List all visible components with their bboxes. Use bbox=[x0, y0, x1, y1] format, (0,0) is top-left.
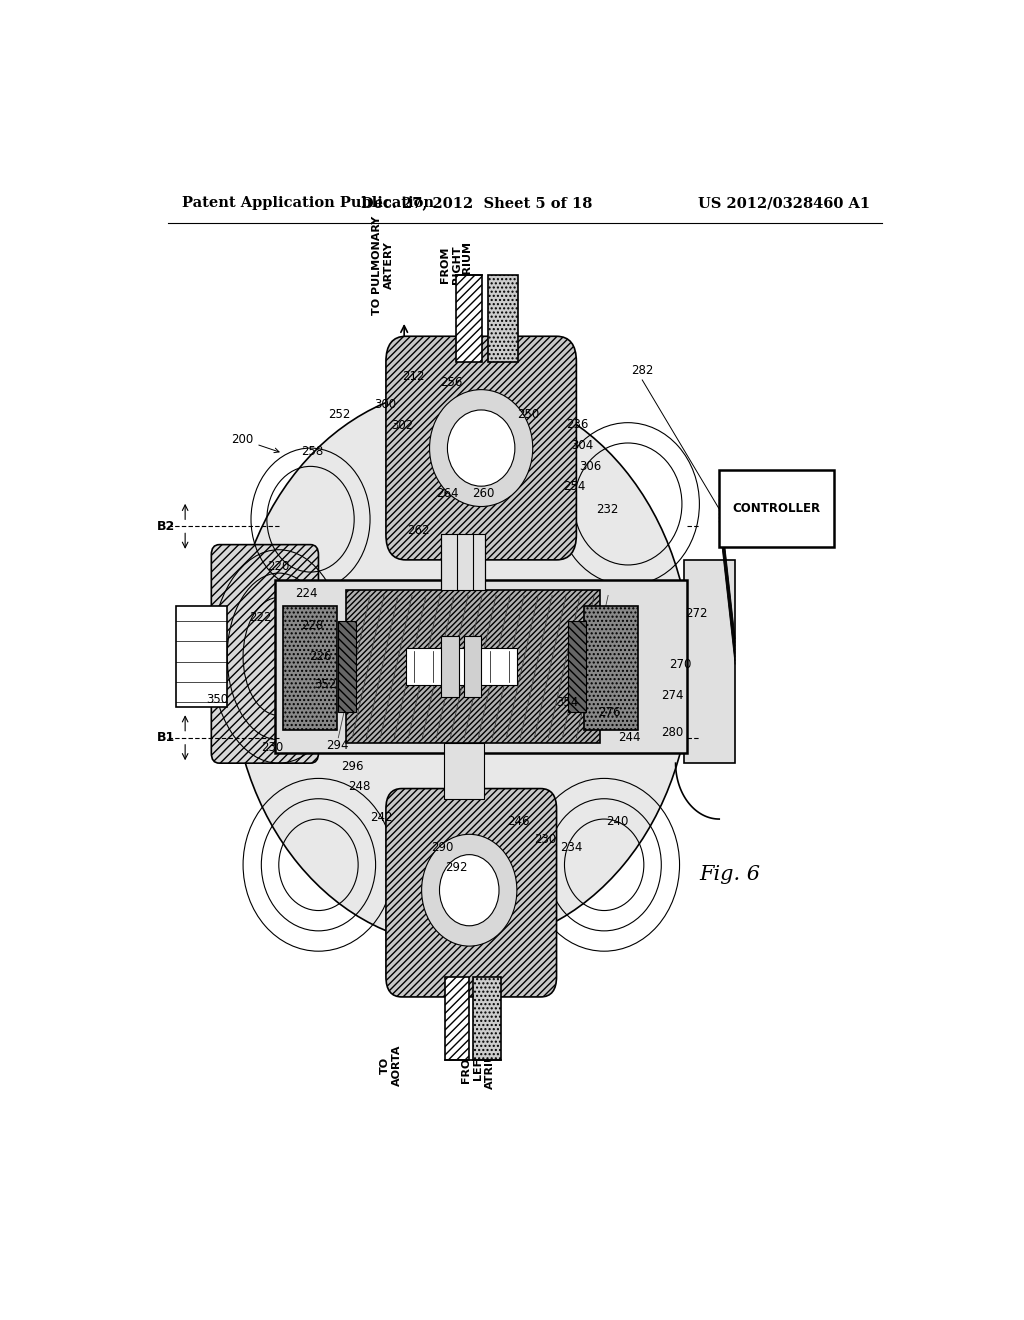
Text: 354: 354 bbox=[557, 696, 579, 709]
Text: 256: 256 bbox=[440, 375, 462, 388]
Text: 292: 292 bbox=[445, 862, 468, 874]
Ellipse shape bbox=[439, 854, 499, 925]
Text: 200: 200 bbox=[231, 433, 280, 453]
Text: 350: 350 bbox=[206, 693, 228, 706]
Text: 304: 304 bbox=[570, 438, 593, 451]
Text: 220: 220 bbox=[267, 561, 289, 573]
Text: B1: B1 bbox=[158, 731, 176, 744]
Text: 244: 244 bbox=[618, 731, 641, 744]
Text: 260: 260 bbox=[472, 487, 495, 500]
Text: 262: 262 bbox=[408, 524, 430, 537]
Text: 264: 264 bbox=[436, 487, 459, 500]
Text: Fig. 6: Fig. 6 bbox=[699, 866, 761, 884]
Bar bbox=[585, 606, 638, 730]
Text: 294: 294 bbox=[327, 739, 349, 752]
Text: 258: 258 bbox=[301, 445, 324, 458]
Bar bbox=[176, 606, 227, 708]
Text: B2: B2 bbox=[158, 520, 176, 533]
Text: FROM
LEFT
ATRIUM: FROM LEFT ATRIUM bbox=[461, 1041, 495, 1089]
Text: 224: 224 bbox=[295, 587, 317, 599]
Text: 254: 254 bbox=[563, 480, 586, 494]
FancyBboxPatch shape bbox=[386, 337, 577, 560]
Text: 352: 352 bbox=[314, 678, 337, 692]
Text: 222: 222 bbox=[249, 611, 271, 624]
Bar bbox=[346, 590, 600, 743]
Text: 226: 226 bbox=[309, 649, 332, 663]
Text: 306: 306 bbox=[579, 459, 601, 473]
Bar bbox=[473, 977, 501, 1060]
Bar bbox=[274, 581, 687, 752]
Bar bbox=[456, 276, 482, 362]
Text: 290: 290 bbox=[431, 841, 454, 854]
Ellipse shape bbox=[231, 387, 691, 946]
Text: 246: 246 bbox=[507, 814, 529, 828]
Bar bbox=[441, 535, 485, 590]
Text: 212: 212 bbox=[401, 371, 424, 383]
Text: 240: 240 bbox=[606, 814, 628, 828]
Text: 248: 248 bbox=[348, 780, 371, 793]
Bar bbox=[443, 743, 483, 799]
Text: 296: 296 bbox=[341, 760, 364, 772]
Text: 282: 282 bbox=[631, 364, 653, 378]
Text: FROM
RIGHT
ATRIUM: FROM RIGHT ATRIUM bbox=[440, 242, 473, 289]
Bar bbox=[406, 648, 517, 685]
Bar bbox=[445, 977, 469, 1060]
FancyBboxPatch shape bbox=[211, 545, 318, 763]
Ellipse shape bbox=[447, 411, 515, 486]
Ellipse shape bbox=[422, 834, 517, 946]
Text: 236: 236 bbox=[566, 418, 589, 432]
Text: 234: 234 bbox=[560, 841, 583, 854]
Text: 274: 274 bbox=[662, 689, 684, 701]
FancyBboxPatch shape bbox=[386, 788, 556, 997]
Bar bbox=[283, 606, 337, 730]
Text: 252: 252 bbox=[328, 408, 350, 421]
Bar bbox=[464, 636, 481, 697]
Bar bbox=[441, 636, 459, 697]
Text: TO
AORTA: TO AORTA bbox=[380, 1044, 402, 1086]
Text: 230: 230 bbox=[261, 742, 284, 755]
Ellipse shape bbox=[430, 389, 532, 507]
Text: 280: 280 bbox=[662, 726, 684, 739]
Text: 230: 230 bbox=[535, 833, 557, 846]
Bar bbox=[487, 276, 518, 362]
Bar bbox=[568, 620, 586, 713]
Text: US 2012/0328460 A1: US 2012/0328460 A1 bbox=[698, 197, 870, 210]
Text: 232: 232 bbox=[596, 503, 618, 516]
Text: 300: 300 bbox=[374, 397, 396, 411]
Text: TO PULMONARY
ARTERY: TO PULMONARY ARTERY bbox=[373, 215, 394, 314]
Text: Dec. 27, 2012  Sheet 5 of 18: Dec. 27, 2012 Sheet 5 of 18 bbox=[361, 197, 593, 210]
Text: 276: 276 bbox=[598, 706, 621, 719]
Bar bbox=[684, 560, 735, 763]
Text: 228: 228 bbox=[301, 619, 324, 632]
Bar bbox=[719, 470, 835, 546]
Text: Patent Application Publication: Patent Application Publication bbox=[182, 197, 434, 210]
Text: 242: 242 bbox=[370, 810, 392, 824]
Text: 272: 272 bbox=[685, 607, 708, 620]
Text: 250: 250 bbox=[517, 408, 539, 421]
Text: CONTROLLER: CONTROLLER bbox=[733, 502, 821, 515]
Bar bbox=[338, 620, 355, 713]
Text: 270: 270 bbox=[670, 659, 691, 671]
Text: 302: 302 bbox=[391, 420, 414, 432]
